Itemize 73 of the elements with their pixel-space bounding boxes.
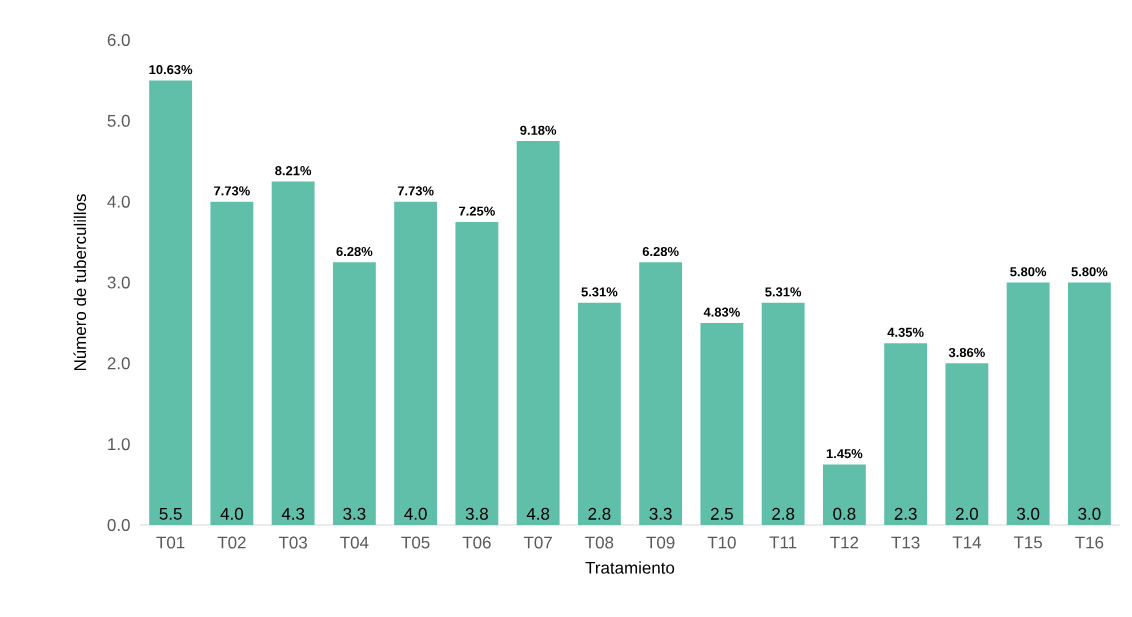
annotation: 1.45% [826,449,863,459]
annotation: 7.73% [397,186,434,196]
bar [577,302,621,525]
y-tick-label: 0.0 [107,519,130,531]
bar [394,201,438,525]
x-tick-label: T13 [891,536,920,549]
x-tick-label: T12 [830,536,859,549]
annotation: 6.28% [642,246,679,257]
annotation: 5.80% [1071,267,1108,277]
x-tick-label: T08 [585,536,614,549]
data-label: 0.8 [833,507,856,520]
x-tick-label: T10 [707,536,736,549]
x-tick-label: T11 [769,536,797,549]
bar [700,322,744,525]
y-tick-label: 5.0 [107,114,130,127]
bar [945,363,989,525]
annotation: 5.80% [1010,267,1047,277]
bar [639,262,683,525]
x-tick-label: T16 [1075,536,1104,549]
data-label: 2.8 [772,507,795,520]
data-label: 2.5 [710,507,733,520]
annotation: 10.63% [149,65,193,75]
y-tick-label: 4.0 [107,195,130,208]
y-tick-label: 6.0 [107,34,130,46]
bar [332,262,376,525]
bar [210,201,254,525]
annotation: 3.86% [948,347,985,358]
x-tick-label: T05 [401,536,430,549]
bar [149,80,193,525]
y-tick-label: 2.0 [107,357,130,370]
x-tick-label: T09 [646,536,675,549]
data-label: 4.3 [281,507,305,520]
annotation: 4.83% [703,307,740,317]
x-axis-title: Tratamiento [585,561,675,574]
data-label: 2.3 [894,507,917,520]
data-label: 4.8 [526,507,550,520]
data-label: 3.8 [465,507,488,520]
data-label: 5.5 [159,507,182,520]
x-tick-label: T14 [952,536,981,549]
annotation: 7.25% [459,206,495,216]
data-label: 3.3 [343,507,366,520]
annotation: 9.18% [520,125,557,135]
annotation: 8.21% [275,166,312,176]
bar [1067,282,1111,525]
data-label: 3.3 [649,507,672,520]
x-tick-label: T06 [462,536,491,549]
bar [271,181,315,525]
bar [516,141,560,525]
annotation: 6.28% [336,246,373,257]
x-tick-label: T15 [1013,536,1043,549]
bar [1006,282,1050,525]
x-tick-label: T04 [340,536,369,549]
y-axis-title: Número de tuberculillos [73,194,87,371]
bar [884,343,928,525]
annotation: 7.73% [214,186,250,196]
bar [761,302,805,525]
x-tick-label: T07 [523,536,552,549]
x-tick-label: T02 [217,536,246,549]
x-tick-label: T01 [156,536,185,549]
annotation: 4.35% [887,327,924,337]
bar [822,464,866,525]
data-label: 4.0 [220,507,243,520]
data-label: 4.0 [404,507,427,520]
annotation: 5.31% [765,287,802,297]
annotation: 5.31% [581,287,618,297]
bar [455,221,499,525]
data-label: 3.0 [1017,507,1040,520]
data-label: 2.8 [588,507,611,520]
y-tick-label: 3.0 [107,276,130,289]
x-tick-label: T03 [278,536,307,549]
y-tick-label: 1.0 [108,438,130,451]
data-label: 2.0 [955,507,978,520]
data-label: 3.0 [1078,507,1101,520]
